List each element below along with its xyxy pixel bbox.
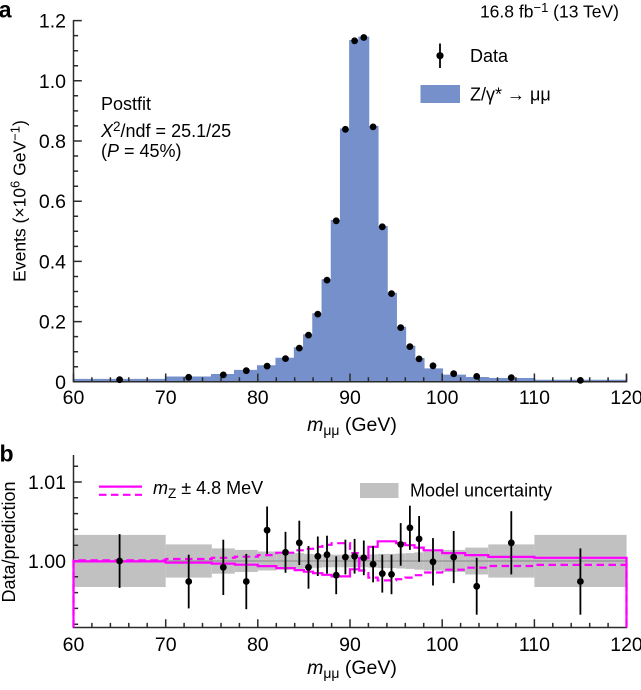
svg-text:Events (×106 GeV−1): Events (×106 GeV−1) (8, 120, 30, 282)
svg-text:(P = 45%): (P = 45%) (101, 141, 182, 161)
svg-text:1.0: 1.0 (39, 71, 66, 93)
svg-text:0.4: 0.4 (39, 251, 66, 273)
svg-text:80: 80 (247, 387, 269, 409)
svg-text:1.00: 1.00 (28, 551, 66, 573)
svg-text:0.6: 0.6 (39, 191, 66, 213)
svg-text:Data: Data (470, 46, 509, 66)
svg-text:100: 100 (426, 387, 459, 409)
svg-text:90: 90 (339, 634, 361, 656)
svg-text:a: a (0, 0, 12, 22)
svg-text:1.2: 1.2 (39, 11, 66, 33)
svg-text:0.2: 0.2 (39, 312, 66, 334)
svg-text:0.8: 0.8 (39, 131, 66, 153)
svg-text:16.8 fb−1 (13 TeV): 16.8 fb−1 (13 TeV) (480, 0, 619, 22)
svg-text:90: 90 (339, 387, 361, 409)
svg-text:mμμ (GeV): mμμ (GeV) (307, 657, 397, 681)
svg-text:120: 120 (610, 634, 641, 656)
svg-text:60: 60 (63, 387, 85, 409)
svg-text:1.01: 1.01 (28, 472, 66, 494)
svg-text:Postfit: Postfit (101, 94, 151, 114)
svg-text:60: 60 (63, 634, 85, 656)
svg-text:Model uncertainty: Model uncertainty (410, 481, 552, 501)
svg-text:Data/prediction: Data/prediction (0, 481, 19, 602)
svg-text:110: 110 (519, 634, 550, 656)
svg-text:b: b (0, 441, 14, 467)
svg-text:100: 100 (426, 634, 459, 656)
svg-text:mZ ± 4.8 MeV: mZ ± 4.8 MeV (153, 478, 263, 501)
svg-text:80: 80 (247, 634, 269, 656)
svg-text:110: 110 (519, 387, 550, 409)
svg-text:Z/γ* → μμ: Z/γ* → μμ (470, 85, 551, 105)
svg-text:mμμ (GeV): mμμ (GeV) (307, 414, 397, 438)
svg-text:70: 70 (155, 634, 177, 656)
svg-text:120: 120 (610, 387, 641, 409)
svg-text:70: 70 (155, 387, 177, 409)
svg-text:X2/ndf = 25.1/25: X2/ndf = 25.1/25 (100, 119, 231, 141)
svg-text:0: 0 (55, 372, 66, 394)
